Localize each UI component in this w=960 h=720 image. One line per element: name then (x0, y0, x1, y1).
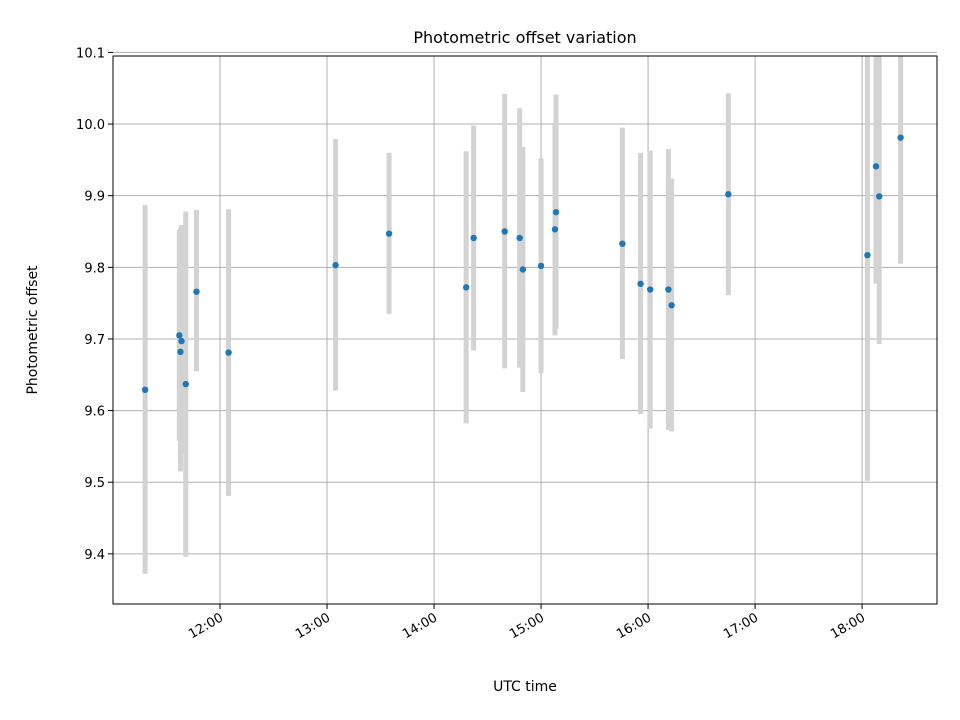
data-point (470, 234, 477, 242)
data-point (225, 349, 232, 356)
y-axis-ticks: 9.4 9.5 9.6 9.7 9.8 9.9 10.0 10.1 (76, 46, 113, 563)
x-tick-label: 18:00 (828, 610, 868, 642)
data-point (385, 230, 393, 237)
x-tick-label: 16:00 (614, 610, 654, 642)
data-point (876, 193, 883, 200)
data-point (193, 288, 200, 295)
y-tick-label: 9.5 (84, 476, 105, 491)
data-point (177, 348, 184, 356)
data-point (872, 163, 880, 170)
y-tick-label: 10.1 (76, 46, 105, 61)
y-tick-label: 9.8 (84, 261, 105, 276)
data-point (665, 286, 672, 293)
y-tick-label: 9.4 (84, 548, 105, 563)
y-tick-label: 10.0 (76, 118, 105, 133)
data-point (897, 134, 904, 141)
y-axis-label: Photometric offset (25, 265, 41, 395)
data-point (647, 286, 654, 293)
data-point (176, 332, 183, 339)
data-point (551, 226, 559, 233)
data-point (725, 191, 732, 198)
data-point (552, 208, 560, 216)
data-point (516, 234, 523, 242)
y-tick-label: 9.9 (84, 190, 105, 205)
data-point (332, 261, 339, 269)
data-point (141, 386, 149, 394)
data-points (141, 134, 904, 394)
data-point (637, 280, 644, 287)
x-axis-ticks: 12:00 13:00 14:00 15:00 16:00 17:00 18:00 (186, 604, 868, 642)
data-point (501, 228, 508, 235)
x-tick-label: 15:00 (507, 610, 547, 642)
y-tick-label: 9.7 (84, 333, 105, 348)
x-tick-label: 17:00 (721, 610, 761, 642)
data-point (619, 240, 626, 247)
data-point (182, 380, 189, 388)
x-tick-label: 14:00 (400, 610, 440, 642)
data-point (537, 262, 545, 270)
data-point (864, 251, 871, 259)
data-point (668, 302, 675, 309)
y-tick-label: 9.6 (84, 405, 105, 420)
data-point (462, 284, 470, 291)
error-bars (142, 56, 904, 574)
x-tick-label: 13:00 (293, 610, 333, 642)
plot-frame (112, 55, 938, 605)
data-point (519, 266, 527, 273)
data-point (178, 337, 185, 345)
x-axis-label: UTC time (493, 679, 557, 695)
chart-title: Photometric offset variation (413, 28, 636, 47)
x-tick-label: 12:00 (186, 610, 226, 642)
